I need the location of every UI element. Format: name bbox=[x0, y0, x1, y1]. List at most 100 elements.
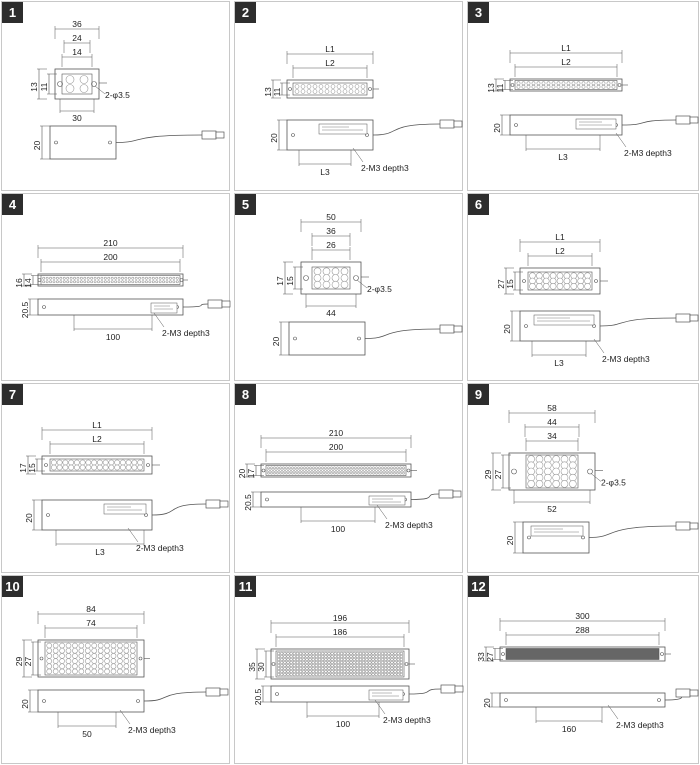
panel-number-badge: 12 bbox=[468, 576, 489, 597]
led-dot bbox=[321, 669, 325, 674]
width-dimension: 50 bbox=[326, 212, 336, 222]
led-dot bbox=[399, 469, 402, 472]
led-dot bbox=[354, 89, 360, 94]
screw-callout: 2-M3 depth3 bbox=[162, 328, 210, 338]
led-dot bbox=[606, 81, 611, 86]
led-dot bbox=[581, 81, 586, 86]
mount-hole bbox=[524, 324, 528, 328]
led-dot bbox=[280, 669, 284, 674]
led-dot bbox=[123, 668, 130, 675]
height-dimension: 11 bbox=[272, 87, 282, 96]
led-dot bbox=[121, 276, 124, 280]
led-dot bbox=[360, 84, 366, 89]
led-dot bbox=[123, 653, 130, 659]
led-dot bbox=[286, 651, 290, 656]
mount-hole bbox=[271, 662, 276, 666]
mount-hole bbox=[594, 279, 598, 283]
led-dot bbox=[526, 84, 531, 89]
led-dot bbox=[79, 464, 86, 471]
led-dot bbox=[121, 280, 124, 284]
led-dot bbox=[56, 276, 59, 280]
led-dot bbox=[380, 651, 385, 656]
width-dimension: 24 bbox=[72, 33, 82, 43]
led-dot bbox=[399, 666, 404, 671]
led-dot bbox=[97, 668, 104, 675]
led-dot bbox=[354, 469, 357, 472]
led-dot bbox=[83, 276, 87, 280]
led-dot bbox=[336, 651, 341, 656]
led-dot bbox=[342, 471, 345, 475]
led-dot bbox=[321, 469, 324, 472]
led-dot bbox=[384, 672, 388, 677]
led-dot bbox=[384, 669, 388, 674]
led-dot bbox=[314, 672, 318, 677]
led-dot bbox=[308, 657, 312, 662]
screw-callout: 2-M3 depth3 bbox=[385, 520, 433, 530]
connector-plug bbox=[454, 685, 464, 693]
led-dot bbox=[336, 672, 341, 677]
led-dot bbox=[387, 471, 390, 475]
height-dimension: 14 bbox=[23, 278, 33, 288]
led-dot bbox=[73, 459, 80, 466]
led-dot bbox=[571, 81, 576, 86]
hole-callout: 2-φ3.5 bbox=[105, 90, 130, 100]
led-dot bbox=[327, 466, 330, 470]
led-dot bbox=[563, 283, 571, 290]
led-dot bbox=[291, 471, 294, 475]
cable bbox=[410, 493, 440, 500]
cable bbox=[588, 525, 677, 538]
led-dot bbox=[110, 276, 114, 280]
led-dot bbox=[330, 89, 336, 94]
cable bbox=[372, 123, 441, 136]
led-dot bbox=[90, 276, 94, 280]
led-dot bbox=[295, 657, 300, 662]
led-window bbox=[311, 266, 351, 290]
height-dimension: 27 bbox=[23, 657, 33, 667]
product-label bbox=[575, 118, 617, 130]
screw-callout: 2-M3 depth3 bbox=[361, 163, 409, 173]
led-dot bbox=[309, 471, 312, 475]
led-dot bbox=[311, 672, 315, 677]
led-dot bbox=[346, 669, 350, 674]
led-dot bbox=[291, 466, 294, 470]
led-dot bbox=[324, 654, 328, 659]
led-dot bbox=[541, 84, 546, 89]
led-dot bbox=[104, 653, 110, 659]
led-dot bbox=[270, 469, 273, 472]
led-dot bbox=[368, 663, 372, 668]
led-dot bbox=[393, 469, 396, 472]
led-dot bbox=[399, 651, 404, 656]
height-dimension: 17 bbox=[18, 463, 28, 473]
led-dot bbox=[377, 666, 381, 671]
led-dot bbox=[165, 280, 169, 284]
led-dot bbox=[93, 276, 97, 280]
led-dot bbox=[137, 464, 144, 471]
led-dot bbox=[529, 283, 536, 290]
led-dot bbox=[280, 660, 284, 665]
led-dot bbox=[73, 276, 76, 280]
led-dot bbox=[78, 642, 85, 649]
led-array bbox=[294, 84, 366, 94]
led-dot bbox=[516, 84, 521, 89]
led-dot bbox=[360, 469, 363, 472]
drawing-panel-11: 11 196 186 35 30 20.5 100 2-M3 depth3 bbox=[234, 575, 464, 764]
led-dot bbox=[368, 654, 372, 659]
led-dot bbox=[362, 669, 366, 674]
led-dot bbox=[119, 459, 126, 466]
width-dimension: 74 bbox=[86, 618, 96, 628]
led-dot bbox=[104, 642, 110, 649]
led-dot bbox=[330, 663, 334, 668]
led-dot bbox=[324, 672, 328, 677]
led-dot bbox=[399, 466, 402, 470]
led-dot bbox=[368, 651, 372, 656]
led-dot bbox=[333, 669, 337, 674]
led-dot bbox=[380, 672, 385, 677]
led-dot bbox=[84, 642, 91, 649]
led-dot bbox=[354, 466, 357, 470]
led-dot bbox=[91, 663, 98, 670]
led-dot bbox=[556, 81, 561, 86]
led-dot bbox=[355, 654, 359, 659]
led-dot bbox=[91, 647, 98, 654]
led-dot bbox=[393, 669, 397, 674]
led-array bbox=[276, 651, 404, 677]
